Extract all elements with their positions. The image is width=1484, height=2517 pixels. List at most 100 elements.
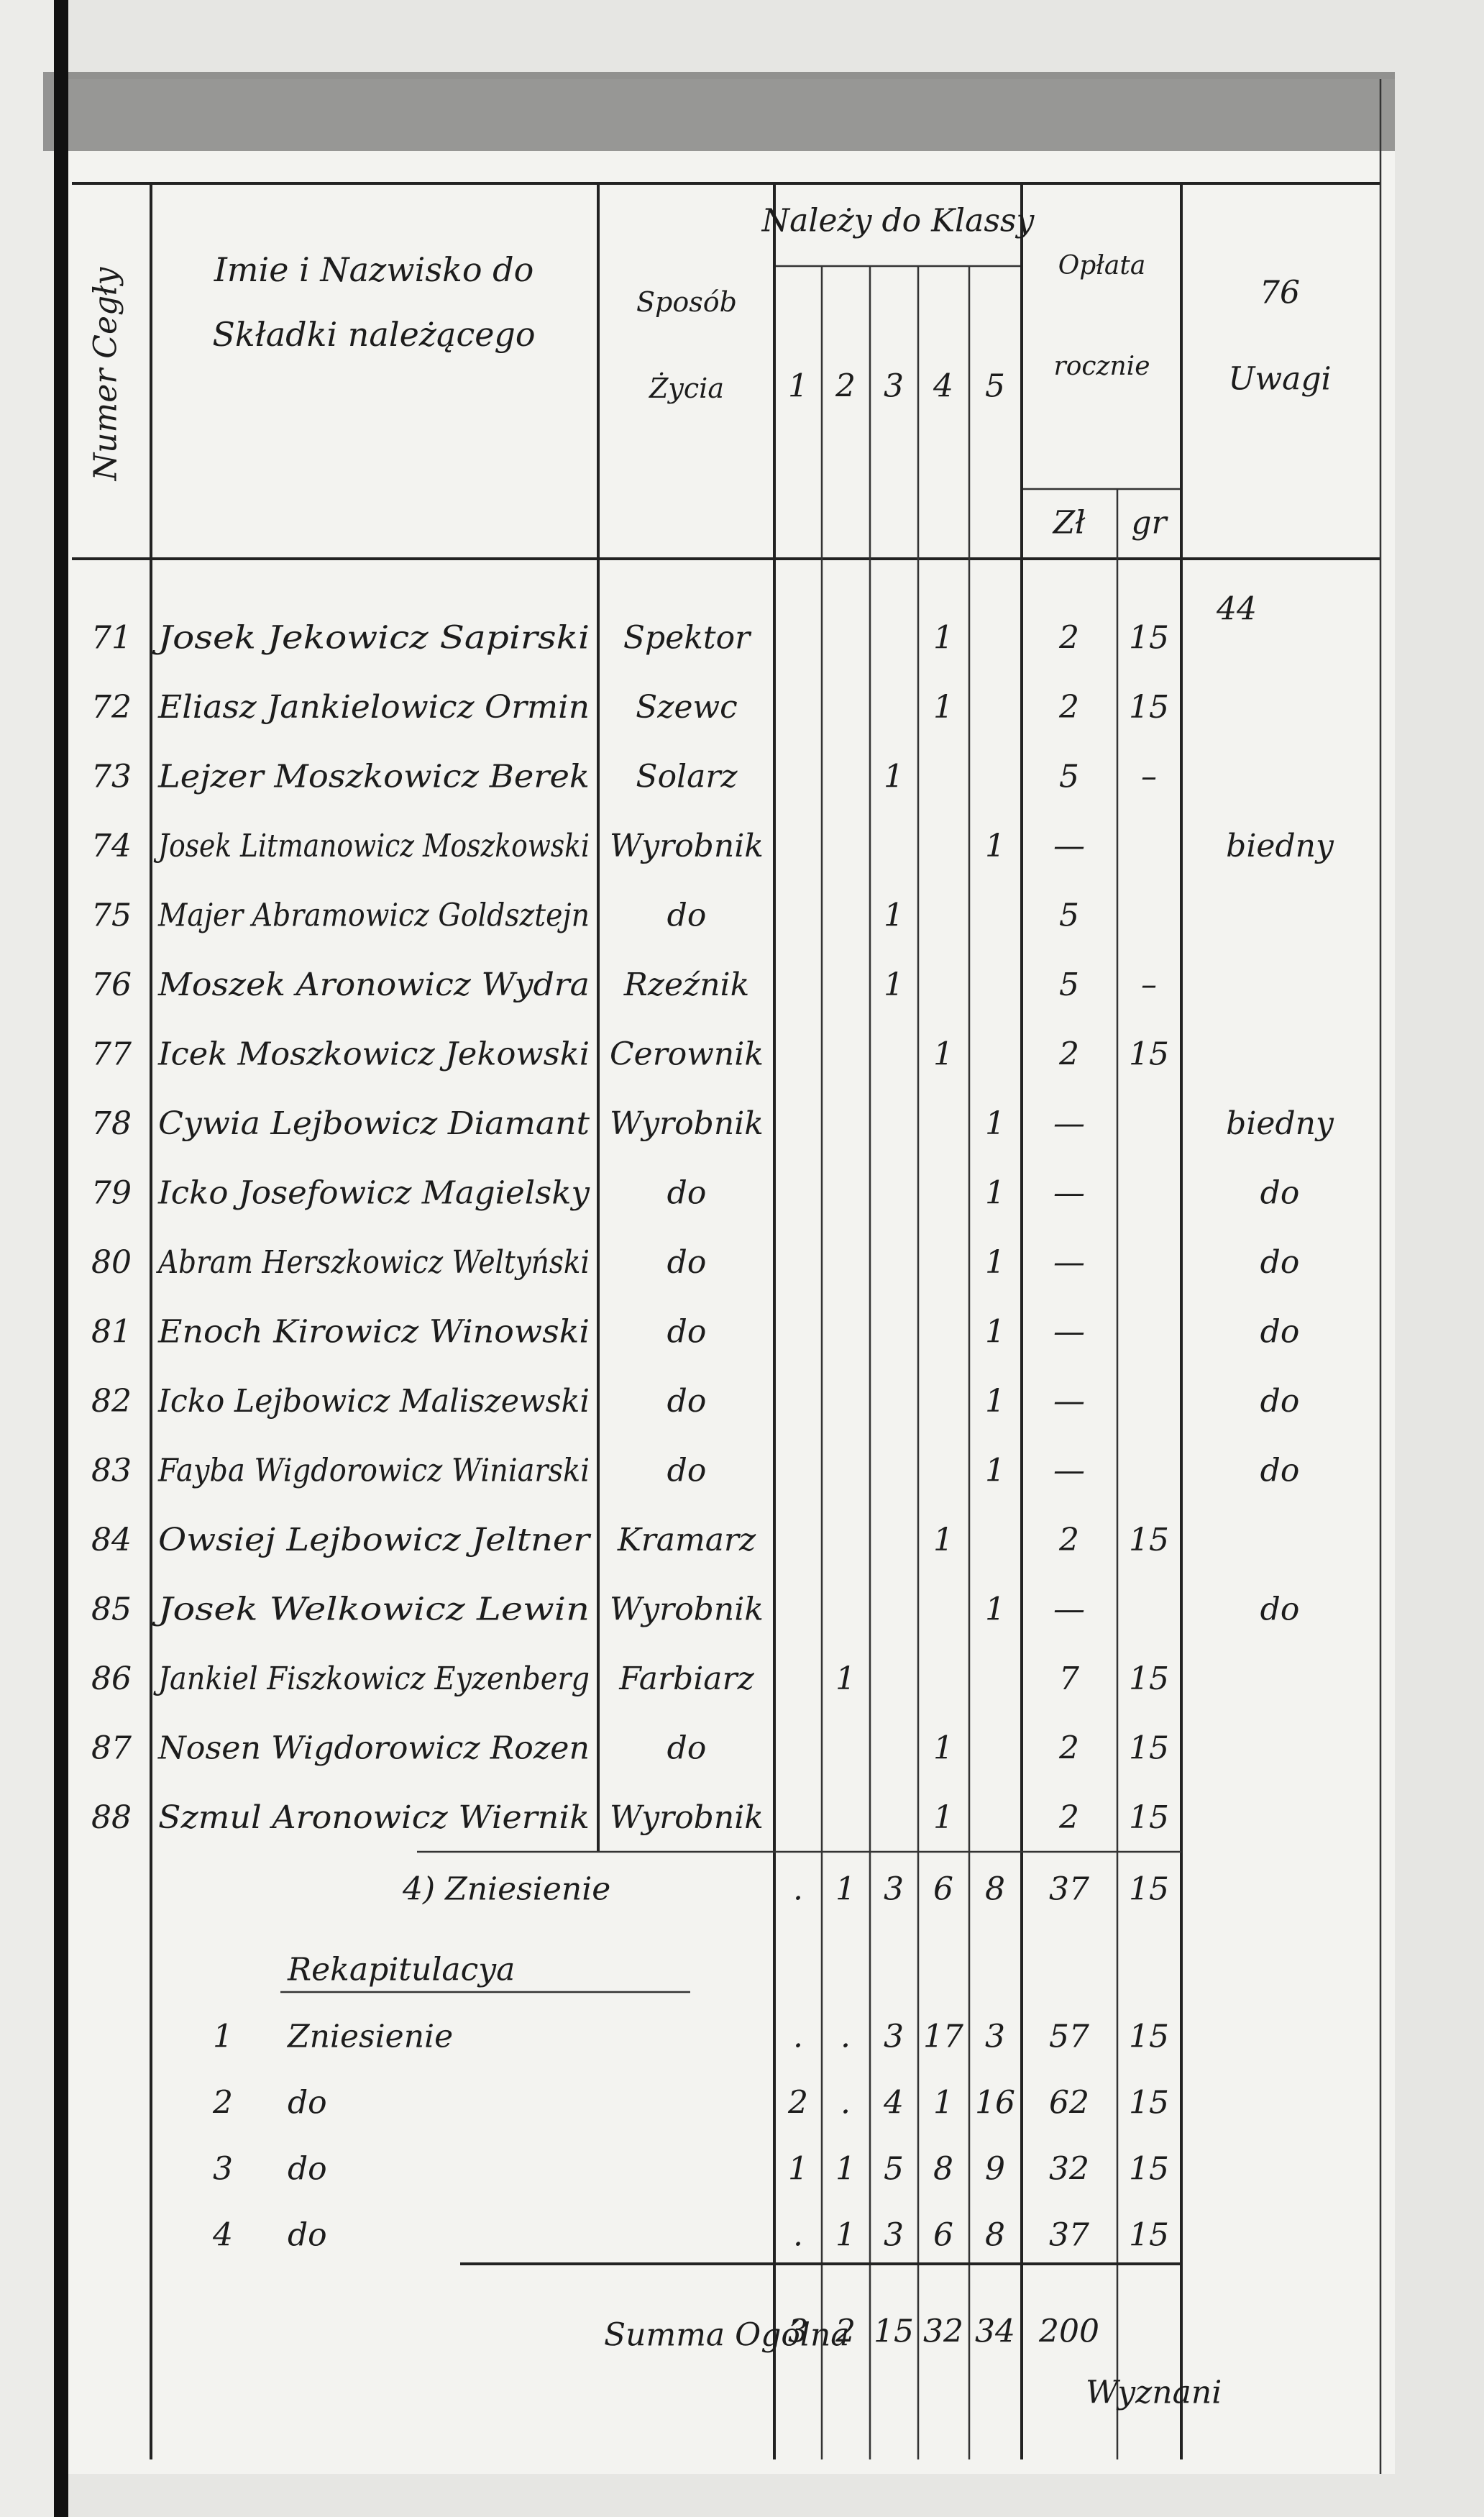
recap-title: Rekapitulacya	[287, 1952, 515, 1988]
row-mark: 1	[985, 1105, 1005, 1142]
recap-class: 17	[923, 2019, 963, 2055]
subtotal-zl: 37	[1049, 1871, 1089, 1908]
row-name: Jankiel Fiszkowicz Eyzenberg	[153, 1661, 590, 1697]
row-zl: —	[1053, 1175, 1085, 1212]
row-mark: 1	[933, 689, 953, 726]
recap-number: 4	[212, 2217, 233, 2254]
recap-class: 8	[933, 2151, 953, 2188]
header-name: Imie i Nazwisko do Składki należącego	[212, 250, 536, 354]
row-mark: 1	[985, 828, 1005, 864]
recap-zl: 57	[1049, 2019, 1089, 2055]
row-occupation: do	[667, 1244, 707, 1281]
total-zl: 200	[1038, 2313, 1099, 2350]
header-occupation: Sposób Życia	[636, 286, 737, 404]
row-gr: 15	[1129, 1522, 1169, 1558]
recap-class: .	[841, 2019, 851, 2055]
row-zl: —	[1053, 1244, 1085, 1281]
row-zl: —	[1053, 1591, 1085, 1628]
row-number: 87	[91, 1730, 132, 1767]
header-remarks: Uwagi	[1228, 361, 1331, 398]
row-zl: —	[1053, 1105, 1085, 1142]
recap-class: .	[841, 2085, 851, 2121]
recap-zl: 32	[1049, 2151, 1089, 2188]
row-mark: 1	[985, 1383, 1005, 1420]
row-name: Abram Herszkowicz Weltyński	[155, 1244, 590, 1281]
header-number: Numer Cegły	[88, 267, 124, 482]
row-number: 81	[91, 1314, 132, 1351]
recap-class: 6	[933, 2217, 953, 2254]
row-mark: 1	[884, 759, 904, 795]
row-remarks: biedny	[1226, 828, 1334, 864]
recap-class: 9	[985, 2151, 1005, 2188]
header-class-number: 4	[933, 368, 953, 405]
row-number: 74	[91, 828, 132, 864]
recap-class: 3	[985, 2019, 1005, 2055]
header-class-number: 5	[985, 368, 1005, 405]
recap-gr: 15	[1129, 2151, 1169, 2188]
row-number: 72	[91, 689, 132, 726]
row-occupation: do	[667, 1453, 707, 1489]
row-remarks: do	[1260, 1383, 1300, 1420]
subtotal-label: 4) Zniesienie	[402, 1871, 610, 1908]
recap-gr: 15	[1129, 2019, 1169, 2055]
recap-class: 3	[884, 2217, 904, 2254]
header-zl: Zł	[1052, 505, 1086, 542]
row-occupation: Szewc	[636, 689, 738, 726]
row-gr: 15	[1129, 1799, 1169, 1836]
row-zl: —	[1053, 828, 1085, 864]
row-zl: 5	[1059, 759, 1079, 795]
row-zl: 2	[1058, 1522, 1079, 1558]
header-fee-box: Opłata rocznie	[1053, 251, 1150, 381]
row-number: 82	[91, 1383, 132, 1420]
row-gr: 15	[1129, 689, 1169, 726]
row-occupation: Wyrobnik	[610, 1799, 764, 1836]
recap-class: 5	[884, 2151, 904, 2188]
recap-number: 1	[213, 2019, 233, 2055]
subtotal-class: 1	[835, 1871, 856, 1908]
recap-label: Zniesienie	[286, 2019, 453, 2055]
row-number: 76	[91, 967, 132, 1003]
row-gr: 15	[1129, 620, 1169, 657]
row-occupation: Kramarz	[617, 1522, 756, 1558]
header-gr: gr	[1131, 505, 1168, 542]
row-mark: 1	[933, 1730, 953, 1767]
row-name: Fayba Wigdorowicz Winiarski	[157, 1453, 590, 1489]
recap-class: .	[793, 2019, 803, 2055]
recap-class: 1	[933, 2085, 953, 2121]
row-occupation: Rzeźnik	[623, 967, 750, 1003]
row-remarks: do	[1260, 1314, 1300, 1351]
row-zl: —	[1053, 1314, 1085, 1351]
recap-label: do	[288, 2151, 327, 2188]
total-label: Summa Ogólna	[604, 2317, 850, 2354]
total-class: 15	[874, 2313, 914, 2350]
row-zl: 2	[1058, 1036, 1079, 1073]
header-class: Należy do Klassy	[761, 203, 1035, 239]
row-name: Josek Litmanowicz Moszkowski	[153, 828, 590, 864]
total-class: 34	[975, 2313, 1015, 2350]
header-class-number: 2	[835, 368, 856, 405]
row-name: Moszek Aronowicz Wydra	[157, 967, 590, 1003]
total-class: 3	[788, 2313, 808, 2350]
row-mark: 1	[933, 1036, 953, 1073]
row-name: Nosen Wigdorowicz Rozen	[157, 1730, 590, 1767]
row-number: 78	[91, 1105, 132, 1142]
row-mark: 1	[985, 1591, 1005, 1628]
binding	[54, 0, 68, 2517]
recap-zl: 62	[1049, 2085, 1089, 2121]
recap-label: do	[288, 2085, 327, 2121]
row-number: 85	[91, 1591, 132, 1628]
total-class: 32	[923, 2313, 963, 2350]
row-mark: 1	[985, 1453, 1005, 1489]
recap-label: do	[288, 2217, 327, 2254]
row-zl: 2	[1058, 689, 1079, 726]
header-occupation-box: Sposób Życia	[636, 286, 737, 404]
recap-class: 1	[835, 2151, 856, 2188]
row-zl: —	[1053, 1453, 1085, 1489]
row-occupation: do	[667, 1314, 707, 1351]
recap-gr: 15	[1129, 2217, 1169, 2254]
row-remarks: do	[1260, 1244, 1300, 1281]
row-remarks: do	[1260, 1175, 1300, 1212]
row-mark: 1	[985, 1314, 1005, 1351]
row-mark: 1	[933, 1799, 953, 1836]
